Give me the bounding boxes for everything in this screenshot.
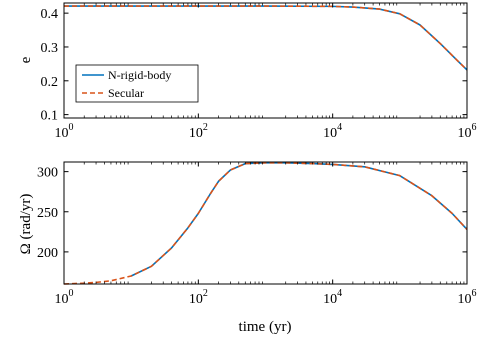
bottom-tick-marks [63, 162, 468, 284]
bottom-y-tick-label: 300 [37, 166, 58, 181]
top-series-lines [64, 5, 468, 71]
legend-secular-label: Secular [108, 86, 144, 100]
bottom-series-secular [63, 162, 468, 285]
bottom-y-tick-label: 250 [37, 206, 58, 221]
legend-n-rigid-body-label: N-rigid-body [108, 68, 171, 82]
bottom-panel: 100 102 104 106 200 250 300 Ω (rad/yr) time (y… [18, 161, 477, 335]
top-tick-labels: 100 102 104 106 0.1 0.2 0.3 0.4 [41, 7, 477, 141]
top-x-tick-label: 102 [189, 122, 208, 141]
top-series-n-rigid-body [64, 5, 468, 71]
bottom-series-lines [63, 162, 468, 285]
bottom-x-tick-label: 100 [55, 288, 74, 307]
bottom-y-tick-label: 200 [37, 246, 58, 261]
bottom-x-tick-label: 106 [458, 288, 477, 307]
x-axis-label: time (yr) [239, 319, 292, 335]
top-x-tick-label: 106 [458, 122, 477, 141]
top-y-tick-label: 0.4 [41, 7, 59, 22]
bottom-x-tick-label: 104 [323, 288, 342, 307]
top-x-tick-label: 100 [55, 122, 74, 141]
top-y-tick-label: 0.2 [41, 75, 59, 90]
legend-box [75, 64, 199, 103]
top-tick-marks [63, 3, 468, 118]
top-panel: 100 102 104 106 0.1 0.2 0.3 0.4 e N-rigid-body … [18, 2, 477, 141]
bottom-x-tick-label: 102 [189, 288, 208, 307]
bottom-axes-frame [63, 161, 468, 285]
bottom-y-axis-label: Ω (rad/yr) [18, 194, 34, 255]
top-axes-frame [63, 2, 468, 119]
top-series-secular [64, 5, 468, 71]
top-y-axis-label: e [18, 56, 34, 63]
legend: N-rigid-body Secular [75, 64, 199, 103]
top-y-tick-label: 0.1 [41, 109, 59, 124]
bottom-tick-labels: 100 102 104 106 200 250 300 [37, 166, 477, 307]
top-x-tick-label: 104 [323, 122, 342, 141]
top-y-tick-label: 0.3 [41, 41, 59, 56]
bottom-series-n-rigid-body [130, 162, 468, 277]
